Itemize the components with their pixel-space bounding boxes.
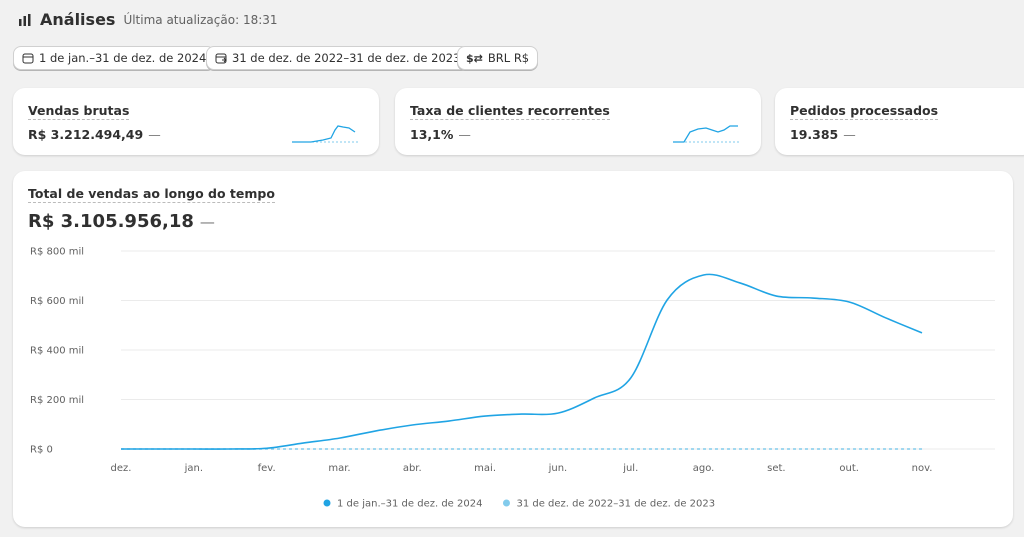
chart-total: R$ 3.105.956,18 —	[28, 211, 215, 232]
y-tick-label: R$ 0	[30, 445, 53, 456]
x-tick-label: jul.	[622, 463, 638, 474]
analytics-icon	[19, 13, 31, 26]
x-tick-label: ago.	[693, 463, 715, 474]
sparkline	[292, 125, 359, 143]
kpi-card[interactable]: Vendas brutas R$ 3.212.494,49 —	[13, 88, 379, 155]
y-tick-label: R$ 200 mil	[30, 395, 84, 406]
x-tick-label: jun.	[548, 463, 568, 474]
currency-icon: $⇄	[466, 51, 483, 65]
x-tick-label: dez.	[111, 463, 132, 474]
chart-card: Total de vendas ao longo do tempo R$ 3.1…	[13, 171, 1013, 527]
legend-label[interactable]: 31 de dez. de 2022–31 de dez. de 2023	[516, 499, 715, 510]
kpi-value: R$ 3.212.494,49 —	[28, 127, 161, 142]
kpi-card[interactable]: Taxa de clientes recorrentes 13,1% —	[395, 88, 761, 155]
chart: R$ 0 R$ 200 mil R$ 400 mil R$ 600 mil R$ 800…	[30, 247, 995, 510]
kpi-value: 19.385 —	[790, 127, 856, 142]
chart-total-value: R$ 3.105.956,18	[28, 211, 194, 232]
calendar-compare-icon	[215, 53, 227, 64]
x-tick-label: nov.	[912, 463, 933, 474]
legend-dot	[323, 499, 331, 507]
kpi-number: R$ 3.212.494,49	[28, 127, 144, 142]
kpi-change: —	[148, 127, 161, 142]
date-range: 1 de jan.–31 de dez. de 2024	[39, 51, 207, 65]
kpi-value: 13,1% —	[410, 127, 471, 142]
kpi-change: —	[458, 127, 471, 142]
x-tick-label: mar.	[328, 463, 350, 474]
currency: BRL R$	[487, 51, 530, 65]
x-tick-label: abr.	[403, 463, 422, 474]
legend-dot	[502, 499, 510, 507]
kpi-title: Pedidos processados	[790, 103, 939, 120]
kpi-number: 19.385	[790, 127, 839, 142]
sparkline	[673, 125, 740, 143]
x-tick-label: fev.	[258, 463, 276, 474]
kpi-title: Taxa de clientes recorrentes	[410, 103, 610, 120]
y-tick-label: R$ 800 mil	[30, 247, 84, 258]
page-title: Análises	[40, 10, 116, 29]
x-tick-label: jan.	[184, 463, 203, 474]
chart-change: —	[199, 213, 215, 231]
compare-button[interactable]: 31 de dez. de 2022–31 de dez. de 2023	[206, 46, 470, 70]
series-line	[121, 273, 923, 450]
kpi-change: —	[843, 127, 856, 142]
x-tick-label: set.	[767, 463, 785, 474]
x-tick-label: mai.	[474, 463, 496, 474]
kpi-number: 13,1%	[410, 127, 454, 142]
header: Análises Última atualização: 18:31	[18, 10, 278, 29]
y-tick-label: R$ 400 mil	[30, 346, 84, 357]
x-tick-label: out.	[839, 463, 859, 474]
legend-label[interactable]: 1 de jan.–31 de dez. de 2024	[337, 499, 482, 510]
date-range-button[interactable]: 1 de jan.–31 de dez. de 2024	[13, 46, 216, 70]
y-tick-label: R$ 600 mil	[30, 296, 84, 307]
currency-button[interactable]: $⇄ BRL R$	[457, 46, 539, 70]
calendar-icon	[22, 53, 34, 64]
last-updated: Última atualização: 18:31	[123, 12, 278, 27]
chart-title: Total de vendas ao longo do tempo	[28, 186, 275, 203]
compare-range: 31 de dez. de 2022–31 de dez. de 2023	[232, 51, 461, 65]
kpi-title: Vendas brutas	[28, 103, 130, 120]
kpi-card[interactable]: Pedidos processados 19.385 —	[775, 88, 1024, 155]
